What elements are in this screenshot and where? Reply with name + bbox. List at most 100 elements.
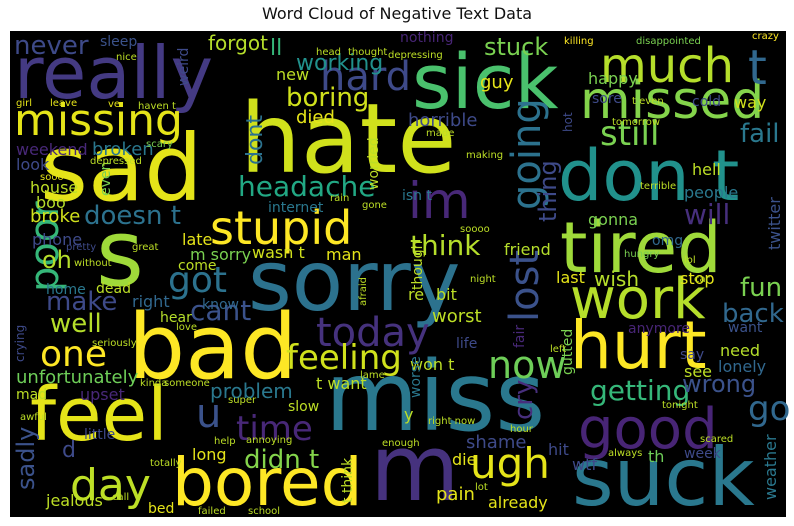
word-last: last [556,268,585,287]
word-broken: broken [92,139,154,160]
word-hear: hear [160,310,192,326]
word-m: m [370,415,460,522]
word-left: left [550,344,566,355]
word-good: good [578,397,718,462]
word-bad: bad [128,295,297,400]
word-doesn-t: doesn t [84,201,181,231]
word-today: today [316,310,430,356]
word-jealous: jealous [45,491,103,510]
word-week: week [684,446,722,462]
word-headache: headache [238,170,375,203]
word-sorry: sorry [248,232,460,330]
word-leave: leave [50,98,77,109]
word-missing: missing [14,95,183,146]
word-rain: rain [330,193,349,204]
word-wrong: wrong [682,370,756,398]
word-died: died [296,107,335,128]
word-annoying: annoying [246,435,292,446]
word-tired: tired [560,207,722,289]
cloud-background [10,31,786,517]
word-great: great [132,242,159,253]
word-long: long [192,445,227,464]
word-fun: fun [740,273,782,303]
word-cold: cold [692,94,721,110]
word-wtf: wtf [572,455,597,474]
word-way: way [734,93,766,112]
word-missed: missed [580,71,764,131]
word-man: man [326,245,362,264]
word-see: see [684,362,712,381]
word-depressing: depressing [388,50,443,61]
word-even: even [98,162,114,196]
word-broke: broke [30,206,80,227]
word-already: already [488,493,548,512]
word-now: now [488,343,566,387]
word-disappointed: disappointed [636,36,701,47]
word-shame: shame [466,432,526,453]
word-house: house [30,178,78,197]
word-failed: failed [198,506,226,517]
word-th: th [648,447,664,466]
word-stupid: stupid [210,201,352,255]
word-anymore: anymore [628,321,690,337]
word-omg: omg [652,233,683,249]
word-kinda: kinda [140,378,167,389]
word-nothing: nothing [400,30,453,46]
word-fair: fair [512,325,528,348]
word-cry: cry [509,380,539,420]
word-friend: friend [504,240,551,259]
word-still: still [600,114,659,154]
word-want: want [728,320,763,336]
word-look: look [16,155,50,174]
word-need: need [720,341,760,360]
word-say: say [680,347,704,363]
word-go: go [748,389,790,429]
word-hard: hard [320,54,411,100]
word-got: got [168,260,227,301]
word-u: u [196,391,221,437]
word-cant: cant [190,294,251,327]
word-awful: awful [20,412,47,423]
word-gutted: gutted [560,329,576,375]
word-ugh: ugh [470,439,550,488]
word-wasn-t: wasn t [252,243,305,262]
word-life: life [456,336,477,352]
word-home: home [46,282,86,298]
word-worst: worst [432,306,482,327]
word-worried: worried [366,137,382,190]
word-won-t: won t [410,355,454,374]
word-scary: scary [146,139,173,150]
word-lol: lol [684,255,696,266]
word-guy: guy [480,72,514,93]
word-m-sorry: m sorry [190,245,251,264]
word-getting: getting [590,374,690,407]
word-lonely: lonely [718,357,766,376]
word-unfortunately: unfortunately [16,367,139,388]
word-pretty: pretty [66,242,96,253]
word-hot: hot [561,112,575,132]
word-someone: someone [164,378,210,389]
word-though: though [410,240,426,290]
word-hit: hit [548,440,569,459]
word-right: right [132,292,170,311]
word-worse: worse [408,356,424,398]
word-totally: totally [150,458,182,469]
word-enough: enough [382,438,420,449]
word-little: little [84,427,115,443]
word-sooo: sooo [40,172,64,183]
word-bored: bored [172,444,362,521]
word-new: new [276,65,309,84]
word-oh: oh [42,246,72,274]
word-forgot: forgot [208,31,268,55]
word-car: car [694,274,711,285]
word-feeling: feeling [286,338,402,378]
word-tomorrow: tomorrow [612,117,660,128]
word-weird: weird [176,48,192,86]
word-tonight: tonight [662,400,698,411]
word-internet: internet [268,200,324,216]
word-happy: happy [588,69,638,88]
word-scared: scared [700,434,733,445]
word-well: well [50,309,102,339]
word-dont: dont [243,115,268,165]
word-lame: lame [360,370,385,381]
